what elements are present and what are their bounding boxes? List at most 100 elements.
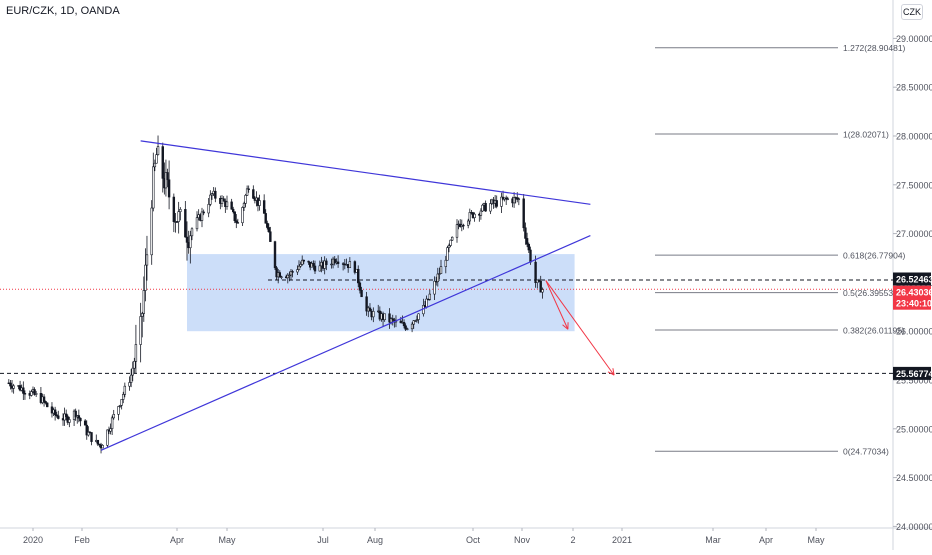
candle-body[interactable] — [482, 205, 484, 211]
candle-body[interactable] — [65, 414, 67, 417]
candle-body[interactable] — [130, 375, 132, 382]
candle-body[interactable] — [143, 291, 145, 314]
candle-body[interactable] — [68, 419, 70, 422]
candle-body[interactable] — [118, 406, 120, 414]
candle-body[interactable] — [463, 225, 465, 226]
candle-body[interactable] — [167, 173, 169, 180]
candle-body[interactable] — [245, 195, 247, 203]
candle-body[interactable] — [22, 388, 24, 394]
candle-body[interactable] — [111, 418, 113, 429]
candle-body[interactable] — [35, 393, 37, 394]
candle-body[interactable] — [429, 294, 431, 299]
candle-body[interactable] — [186, 237, 188, 242]
candle-body[interactable] — [266, 223, 268, 227]
candle-body[interactable] — [157, 147, 159, 155]
candle-body[interactable] — [54, 410, 56, 415]
candle-body[interactable] — [178, 212, 180, 222]
symbol-label[interactable]: EUR/CZK, 1D, OANDA — [6, 5, 120, 17]
candle-body[interactable] — [440, 267, 442, 274]
candle-body[interactable] — [542, 290, 544, 293]
candle-body[interactable] — [110, 429, 112, 432]
candle-body[interactable] — [168, 180, 170, 197]
candle-body[interactable] — [162, 147, 164, 179]
candle-body[interactable] — [303, 260, 305, 261]
candle-body[interactable] — [184, 209, 186, 237]
candle-body[interactable] — [179, 209, 181, 211]
candle-body[interactable] — [122, 394, 124, 399]
candle-body[interactable] — [132, 368, 134, 375]
candle-body[interactable] — [151, 208, 153, 255]
candle-body[interactable] — [434, 281, 436, 294]
candle-body[interactable] — [263, 201, 265, 214]
candle-body[interactable] — [106, 430, 108, 445]
candle-body[interactable] — [156, 155, 158, 164]
candle-body[interactable] — [530, 250, 532, 262]
upper-resistance-trendline[interactable] — [141, 141, 591, 204]
candle-body[interactable] — [518, 199, 520, 200]
candle-body[interactable] — [411, 324, 413, 329]
candle-body[interactable] — [406, 329, 408, 330]
candle-body[interactable] — [84, 421, 86, 425]
candle-body[interactable] — [279, 273, 281, 277]
candle-body[interactable] — [13, 386, 15, 388]
candle-body[interactable] — [144, 265, 146, 290]
candle-body[interactable] — [448, 246, 450, 248]
candle-body[interactable] — [451, 237, 453, 240]
candle-body[interactable] — [467, 221, 469, 225]
candle-body[interactable] — [231, 202, 233, 209]
candle-body[interactable] — [384, 314, 386, 320]
candle-body[interactable] — [372, 311, 374, 316]
candle-body[interactable] — [102, 445, 104, 448]
candle-body[interactable] — [485, 203, 487, 211]
candle-body[interactable] — [214, 191, 216, 198]
candle-body[interactable] — [191, 229, 193, 236]
candle-body[interactable] — [349, 262, 351, 268]
candle-body[interactable] — [297, 270, 299, 272]
candle-body[interactable] — [474, 214, 476, 218]
candle-body[interactable] — [146, 255, 148, 265]
candle-body[interactable] — [43, 397, 45, 402]
candle-body[interactable] — [269, 232, 271, 242]
candle-body[interactable] — [91, 432, 93, 441]
candle-body[interactable] — [450, 240, 452, 245]
candle-body[interactable] — [274, 242, 276, 268]
candle-body[interactable] — [456, 225, 458, 238]
candle-body[interactable] — [242, 207, 244, 222]
candle-body[interactable] — [135, 345, 137, 362]
candle-body[interactable] — [80, 418, 82, 421]
range-rectangle[interactable] — [187, 254, 575, 331]
candle-body[interactable] — [259, 201, 261, 206]
candle-body[interactable] — [46, 403, 48, 407]
candle-body[interactable] — [173, 197, 175, 222]
candle-body[interactable] — [525, 228, 527, 239]
candle-body[interactable] — [30, 392, 32, 396]
candle-body[interactable] — [57, 416, 59, 419]
candle-body[interactable] — [507, 199, 509, 200]
candle-body[interactable] — [314, 266, 316, 271]
candle-body[interactable] — [418, 314, 420, 320]
candle-body[interactable] — [489, 204, 491, 212]
candle-body[interactable] — [24, 393, 26, 394]
candle-body[interactable] — [313, 263, 315, 266]
candle-body[interactable] — [369, 308, 371, 311]
currency-button[interactable]: CZK — [901, 4, 923, 20]
candle-body[interactable] — [281, 277, 283, 278]
candle-body[interactable] — [480, 211, 482, 215]
candle-body[interactable] — [447, 248, 449, 261]
candle-body[interactable] — [208, 204, 210, 213]
candle-body[interactable] — [359, 283, 361, 290]
candle-body[interactable] — [97, 440, 99, 444]
candle-body[interactable] — [469, 212, 471, 221]
candle-body[interactable] — [248, 189, 250, 190]
candle-body[interactable] — [528, 244, 530, 250]
candle-body[interactable] — [319, 266, 321, 271]
candle-body[interactable] — [445, 260, 447, 266]
candle-body[interactable] — [234, 212, 236, 221]
candle-body[interactable] — [357, 269, 359, 283]
candle-body[interactable] — [292, 271, 294, 272]
candle-body[interactable] — [361, 290, 363, 297]
candle-body[interactable] — [535, 262, 537, 283]
candle-body[interactable] — [124, 386, 126, 394]
